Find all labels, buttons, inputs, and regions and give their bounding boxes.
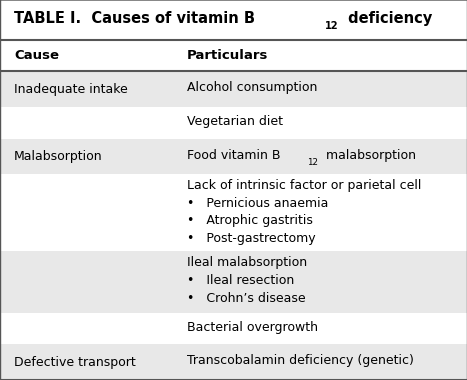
Text: Lack of intrinsic factor or parietal cell: Lack of intrinsic factor or parietal cel… [187,179,421,192]
Bar [0,344,467,380]
Bar [0,40,467,71]
Text: Inadequate intake: Inadequate intake [14,82,128,95]
Bar [0,251,467,312]
Text: Particulars: Particulars [187,49,268,62]
Bar [0,174,467,251]
Text: 12: 12 [325,21,339,32]
Text: •   Ileal resection: • Ileal resection [187,274,294,287]
Text: •   Post-gastrectomy: • Post-gastrectomy [187,231,315,245]
Text: Malabsorption: Malabsorption [14,150,103,163]
Text: Food vitamin B: Food vitamin B [187,149,280,162]
Text: malabsorption: malabsorption [322,149,416,162]
Text: Ileal malabsorption: Ileal malabsorption [187,256,307,269]
Text: Transcobalamin deficiency (genetic): Transcobalamin deficiency (genetic) [187,354,414,367]
Text: Bacterial overgrowth: Bacterial overgrowth [187,321,318,334]
Bar [0,312,467,344]
Text: •   Pernicious anaemia: • Pernicious anaemia [187,197,328,210]
Text: •   Atrophic gastritis: • Atrophic gastritis [187,214,313,227]
Text: Cause: Cause [14,49,59,62]
Text: •   Crohn’s disease: • Crohn’s disease [187,293,305,306]
Text: TABLE I.  Causes of vitamin B: TABLE I. Causes of vitamin B [14,11,255,25]
Bar [0,71,467,107]
Bar [0,139,467,174]
Text: Alcohol consumption: Alcohol consumption [187,81,317,94]
Text: Vegetarian diet: Vegetarian diet [187,115,283,128]
Bar [0,0,467,40]
Bar [0,107,467,139]
Text: deficiency: deficiency [343,11,432,25]
Text: 12: 12 [307,158,318,166]
Text: Defective transport: Defective transport [14,356,136,369]
